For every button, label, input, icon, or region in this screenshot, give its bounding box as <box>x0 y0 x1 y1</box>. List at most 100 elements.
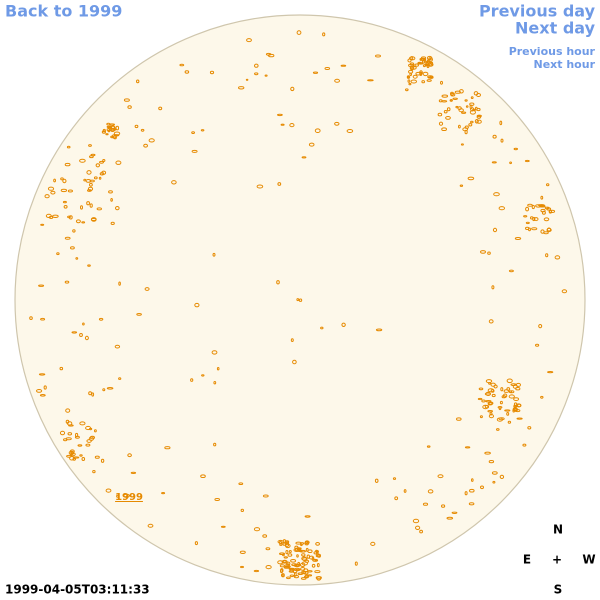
active-region <box>238 482 244 486</box>
active-region <box>427 489 434 494</box>
active-region <box>304 541 310 546</box>
active-region <box>75 257 79 260</box>
active-region <box>541 210 546 215</box>
active-region <box>75 219 81 224</box>
active-region <box>296 298 300 302</box>
active-region <box>88 391 92 396</box>
active-region <box>282 539 287 544</box>
active-region <box>500 387 504 392</box>
active-region <box>489 412 493 416</box>
active-region <box>262 494 269 498</box>
active-region <box>459 184 464 187</box>
active-region <box>289 574 295 578</box>
active-region <box>276 280 280 285</box>
previous-hour-link[interactable]: Previous hour <box>509 45 596 58</box>
active-region <box>312 71 319 74</box>
active-region <box>491 393 496 398</box>
active-region <box>265 52 272 56</box>
active-region <box>246 38 252 43</box>
active-region <box>487 410 494 413</box>
active-region <box>301 156 307 159</box>
active-region <box>441 127 448 131</box>
active-region <box>441 94 449 98</box>
active-region <box>43 385 47 390</box>
previous-day-link[interactable]: Previous day <box>479 2 596 21</box>
active-region <box>99 160 104 164</box>
active-region <box>394 496 399 501</box>
active-region <box>375 54 381 58</box>
active-region <box>265 547 271 551</box>
active-region <box>469 110 476 115</box>
active-region <box>113 131 121 136</box>
active-region <box>213 381 217 385</box>
active-region <box>412 518 420 524</box>
active-region <box>216 367 220 371</box>
active-region <box>194 302 200 308</box>
active-region <box>115 206 120 211</box>
active-region <box>280 568 284 573</box>
active-region <box>438 99 443 103</box>
active-region <box>79 333 83 337</box>
next-day-link[interactable]: Next day <box>515 19 596 38</box>
timestamp: 1999-04-05T03:11:33 <box>5 583 150 597</box>
solar-disk <box>14 14 586 586</box>
active-region <box>201 374 205 377</box>
active-region <box>280 123 285 126</box>
active-region <box>62 438 68 442</box>
active-region <box>509 161 513 165</box>
active-region <box>525 221 530 225</box>
active-region <box>200 129 205 132</box>
active-region <box>75 432 79 438</box>
active-region <box>301 556 308 561</box>
active-region <box>70 452 76 457</box>
active-region <box>184 70 190 74</box>
active-region <box>79 421 86 426</box>
active-region <box>85 443 91 447</box>
active-region <box>118 281 121 286</box>
active-region <box>288 567 295 571</box>
active-region <box>459 89 464 94</box>
active-region <box>499 400 503 405</box>
active-region <box>72 229 76 233</box>
active-region <box>405 88 409 92</box>
active-region <box>262 534 268 538</box>
active-region <box>491 285 495 290</box>
active-region <box>315 551 319 556</box>
active-region <box>105 488 112 493</box>
active-region <box>93 176 98 180</box>
active-region <box>304 559 310 563</box>
active-region <box>296 554 299 558</box>
active-region <box>289 123 295 128</box>
active-region <box>40 223 45 226</box>
active-region <box>409 56 416 61</box>
disk-year-link[interactable]: 1999 <box>115 492 143 503</box>
active-region <box>39 394 46 397</box>
active-region <box>493 192 500 197</box>
active-region <box>464 491 468 496</box>
active-region <box>89 435 96 440</box>
active-region <box>479 415 483 419</box>
active-region <box>114 344 121 349</box>
active-region <box>66 145 71 149</box>
active-region <box>62 178 67 184</box>
back-link[interactable]: Back to 1999 <box>5 2 122 21</box>
active-region <box>443 110 448 114</box>
active-region <box>102 388 106 392</box>
active-region <box>492 227 498 233</box>
next-hour-link[interactable]: Next hour <box>534 58 596 71</box>
active-region <box>60 188 68 193</box>
active-region <box>29 316 33 321</box>
active-region <box>279 552 285 556</box>
active-region <box>297 572 304 576</box>
active-region <box>194 541 198 546</box>
active-region <box>95 163 101 168</box>
active-region <box>63 205 68 209</box>
active-region <box>313 551 318 555</box>
active-region <box>504 409 511 412</box>
active-region <box>98 317 104 321</box>
active-region <box>408 82 412 86</box>
active-region <box>414 63 420 67</box>
active-region <box>59 430 66 436</box>
active-region <box>308 142 315 147</box>
active-region <box>279 564 285 568</box>
